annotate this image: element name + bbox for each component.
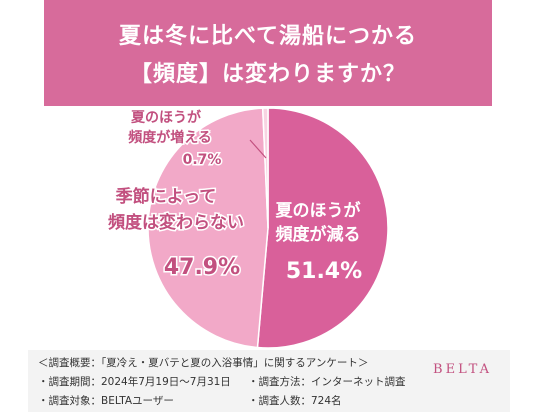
survey-target: ・調査対象：BELTAユーザー — [38, 395, 174, 407]
title-line-2: 【頻度】は変わりますか？ — [129, 62, 406, 87]
slice-same-label-line1: 季節によって — [116, 186, 217, 207]
survey-count: ・調査人数：724名 — [248, 395, 342, 407]
brand-logo: BELTA — [433, 362, 492, 377]
survey-method: ・調査方法：インターネット調査 — [248, 376, 406, 388]
slice-decrease-label-line2: 頻度が減る — [275, 224, 361, 245]
slice-increase-value-label: 0.7% — [183, 152, 222, 168]
slice-increase-label-line2: 頻度が増える — [128, 129, 212, 146]
survey-name: ＜調査概要：「夏冷え・夏バテと夏の入浴事情」に関するアンケート＞ — [38, 357, 369, 369]
slice-same-label-line2: 頻度は変わらない — [107, 212, 244, 233]
survey-summary: ＜調査概要：「夏冷え・夏バテと夏の入浴事情」に関するアンケート＞ ・調査期間：2… — [28, 350, 510, 412]
slice-decrease — [256, 107, 389, 349]
title-line-1: 夏は冬に比べて湯船につかる — [118, 24, 418, 49]
slice-same — [147, 107, 269, 349]
slice-increase-label-line1: 夏のほうが — [131, 109, 202, 126]
survey-period: ・調査期間：2024年7月19日〜7月31日 — [38, 376, 231, 388]
slice-decrease-label-line1: 夏のほうが — [276, 200, 361, 221]
slice-increase-leader-line — [249, 139, 267, 159]
slice-same-value-label: 47.9% — [164, 255, 240, 280]
title-banner: 夏は冬に比べて湯船につかる 【頻度】は変わりますか？ — [44, 0, 492, 106]
slice-decrease-value-label: 51.4% — [286, 259, 362, 284]
slice-increase — [261, 107, 269, 229]
pie-chart: 夏のほうが 頻度が減る 51.4% 季節によって 頻度は変わらない 47.9% … — [106, 107, 389, 349]
